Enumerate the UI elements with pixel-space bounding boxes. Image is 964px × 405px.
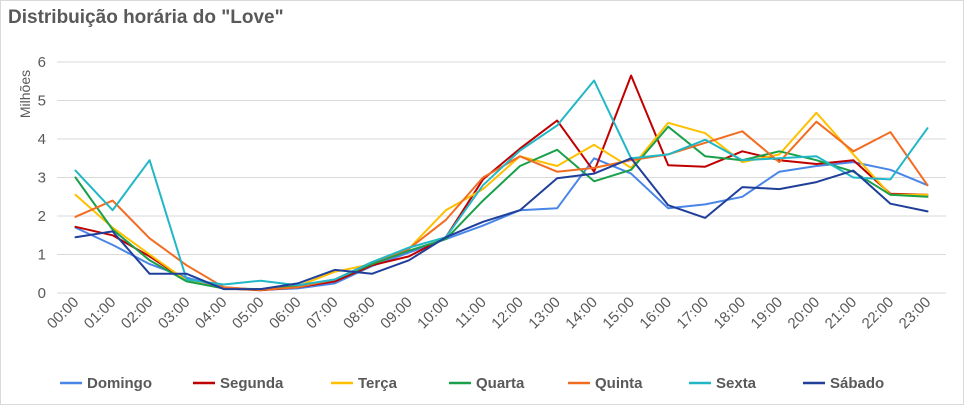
x-tick-label: 09:00 — [377, 294, 416, 333]
legend-label: Domingo — [87, 375, 152, 392]
x-tick-label: 12:00 — [488, 294, 527, 333]
legend: Domingo Segunda Terça Quarta Quinta Sexta Sába… — [60, 375, 884, 392]
legend-label: Terça — [358, 375, 398, 392]
y-tick-label: 6 — [38, 54, 46, 71]
series-line-domingo — [74, 157, 929, 291]
x-tick-label: 17:00 — [673, 294, 712, 333]
x-tick-label: 05:00 — [229, 294, 268, 333]
series-lines — [74, 74, 929, 292]
y-axis-ticks: 0 1 2 3 4 5 6 — [38, 54, 46, 302]
x-tick-label: 19:00 — [748, 294, 787, 333]
legend-label: Sexta — [716, 375, 757, 392]
x-tick-label: 06:00 — [266, 294, 305, 333]
series-line-quinta — [74, 120, 929, 291]
x-tick-label: 22:00 — [859, 294, 898, 333]
x-tick-label: 08:00 — [340, 294, 379, 333]
legend-label: Segunda — [220, 375, 284, 392]
legend-item: Quinta — [568, 375, 643, 392]
x-tick-label: 21:00 — [822, 294, 861, 333]
y-tick-label: 1 — [38, 247, 46, 264]
y-tick-label: 2 — [38, 208, 46, 225]
legend-item: Terça — [331, 375, 398, 392]
legend-label: Quarta — [476, 375, 525, 392]
x-tick-label: 04:00 — [192, 294, 231, 333]
series-line-sexta — [74, 79, 929, 287]
series-line-quarta — [74, 125, 929, 291]
legend-item: Sexta — [689, 375, 757, 392]
x-tick-label: 07:00 — [303, 294, 342, 333]
x-tick-label: 20:00 — [785, 294, 824, 333]
x-tick-label: 03:00 — [155, 294, 194, 333]
y-axis-label: Milhões — [17, 70, 33, 118]
x-tick-label: 11:00 — [452, 294, 490, 332]
x-tick-label: 18:00 — [711, 294, 750, 333]
legend-label: Quinta — [595, 375, 643, 392]
x-tick-label: 02:00 — [118, 294, 157, 333]
x-tick-label: 00:00 — [44, 294, 83, 333]
x-axis-ticks: 00:0001:0002:0003:0004:0005:0006:0007:00… — [44, 294, 935, 333]
series-line-sábado — [74, 157, 929, 291]
x-tick-label: 14:00 — [562, 294, 601, 333]
y-tick-label: 0 — [38, 285, 46, 302]
x-tick-label: 13:00 — [525, 294, 564, 333]
legend-item: Sábado — [803, 375, 884, 392]
chart-title: Distribuição horária do "Love" — [8, 7, 284, 28]
legend-item: Segunda — [193, 375, 284, 392]
legend-label: Sábado — [830, 375, 884, 392]
y-tick-label: 4 — [38, 131, 46, 148]
legend-item: Domingo — [60, 375, 152, 392]
y-tick-label: 5 — [38, 93, 46, 110]
legend-item: Quarta — [449, 375, 525, 392]
x-tick-label: 15:00 — [599, 294, 638, 333]
x-tick-label: 10:00 — [414, 294, 453, 333]
x-tick-label: 23:00 — [896, 294, 935, 333]
y-tick-label: 3 — [38, 170, 46, 187]
x-tick-label: 01:00 — [81, 294, 120, 333]
gridlines — [57, 61, 946, 294]
x-tick-label: 16:00 — [636, 294, 675, 333]
